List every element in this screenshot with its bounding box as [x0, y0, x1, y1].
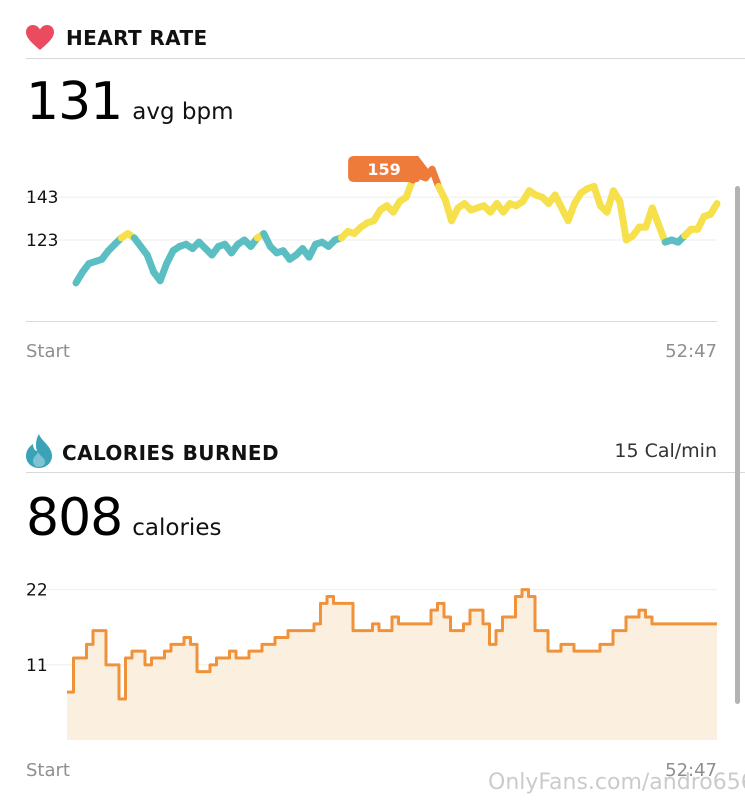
- calories-summary: 808 calories: [26, 492, 221, 544]
- calories-y-tick-label: 11: [26, 656, 48, 676]
- calories-step-line: [67, 588, 717, 701]
- calories-divider: [26, 472, 745, 473]
- heart-rate-peak-label: 159: [367, 160, 400, 179]
- heart-rate-line-segment: [616, 197, 630, 244]
- heart-rate-section: HEART RATE 131 avg bpm 123 143 159 Start …: [0, 0, 745, 380]
- calories-start-label: Start: [26, 760, 70, 781]
- heart-rate-line-segment: [707, 200, 721, 218]
- calories-rate: 15 Cal/min: [614, 440, 717, 462]
- watermark-text: OnlyFans.com/andro656: [488, 770, 745, 795]
- calories-end-label: 52:47: [665, 760, 717, 781]
- heart-rate-average-value: 131: [26, 72, 123, 132]
- heart-rate-divider: [26, 58, 745, 59]
- scrollbar-thumb[interactable]: [735, 186, 740, 704]
- calories-section: CALORIES BURNED 15 Cal/min 808 calories …: [0, 420, 745, 800]
- calories-y-tick-label: 22: [26, 581, 48, 601]
- calories-area-fill: [67, 589, 717, 740]
- heart-rate-y-tick-label: 143: [26, 188, 58, 208]
- calories-unit: calories: [132, 515, 222, 541]
- heart-rate-axis-line: [26, 321, 717, 322]
- heart-rate-title: HEART RATE: [66, 26, 208, 50]
- calories-chart: 11 22: [26, 581, 717, 740]
- heart-rate-unit: avg bpm: [132, 99, 234, 125]
- heart-rate-peak-badge: [348, 156, 429, 182]
- heart-rate-chart: 123 143 159: [26, 156, 721, 287]
- heart-rate-summary: 131 avg bpm: [26, 76, 234, 128]
- calories-title: CALORIES BURNED: [62, 441, 279, 465]
- calories-total-value: 808: [26, 488, 123, 548]
- flame-icon: [26, 434, 52, 468]
- heart-rate-y-tick-label: 123: [26, 231, 58, 251]
- heart-rate-end-label: 52:47: [665, 341, 717, 362]
- heart-icon: [26, 25, 54, 51]
- heart-rate-start-label: Start: [26, 341, 70, 362]
